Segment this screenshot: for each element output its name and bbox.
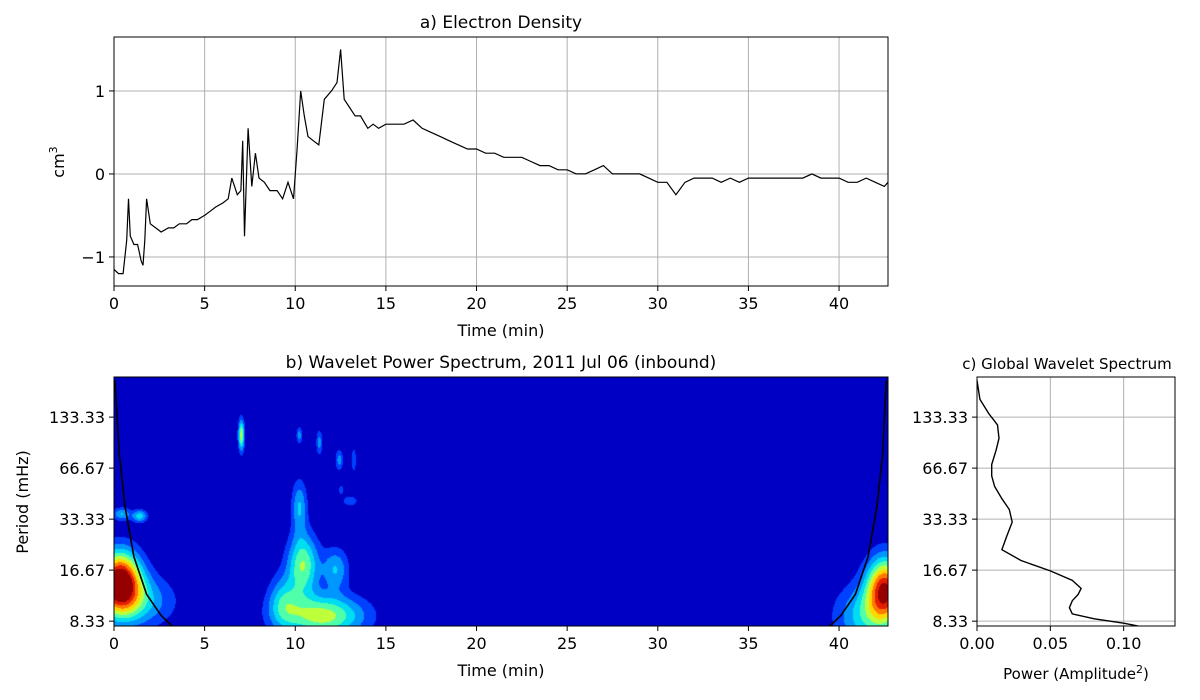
panel-b-ytick-label: 133.33	[49, 408, 105, 427]
panel-a-xtick-label: 20	[466, 294, 486, 313]
panel-a-xtick-label: 40	[829, 294, 849, 313]
panel-b-xtick-label: 0	[109, 634, 119, 653]
panel-b-ytick-label: 8.33	[69, 612, 105, 631]
panel-b-ytick-label: 33.33	[59, 510, 105, 529]
global-spectrum-line	[977, 380, 1139, 626]
panel-b-ticks: 0 5 10 15 20 25 30 35 40 8.33 16.67 33.33 66.67 133.3…	[49, 408, 849, 653]
panel-a-ticks: 0 5 10 15 20 25 30 35 40 −1 0 1	[81, 82, 849, 313]
panel-c-xtick-label: 0.00	[959, 634, 995, 653]
panel-b-xtick-label: 15	[376, 634, 396, 653]
cone-of-influence-left	[114, 380, 173, 626]
panel-c-ytick-label: 8.33	[932, 612, 968, 631]
panel-b-xtick-label: 35	[738, 634, 758, 653]
panel-b-xtick-label: 40	[829, 634, 849, 653]
panel-b-xtick-label: 20	[466, 634, 486, 653]
panel-a-xtick-label: 35	[738, 294, 758, 313]
panel-b-xtick-label: 30	[648, 634, 668, 653]
panel-b-xtick-label: 10	[285, 634, 305, 653]
panel-a-frame	[113, 36, 889, 287]
cone-of-influence-right	[829, 380, 887, 626]
panel-b: b) Wavelet Power Spectrum, 2011 Jul 06 (…	[13, 353, 889, 680]
panel-b-frame	[113, 376, 889, 627]
panel-c-title: c) Global Wavelet Spectrum	[962, 355, 1171, 373]
wavelet-heatmap	[114, 377, 888, 626]
panel-c-ytick-label: 16.67	[922, 561, 968, 580]
panel-c-xlabel-superscript: 2	[1136, 663, 1143, 676]
panel-c-xlabel-suffix: )	[1143, 665, 1149, 683]
panel-c-xlabel-base: Power (Amplitude	[1003, 665, 1136, 683]
panel-a-ytick-label: −1	[81, 248, 105, 267]
panel-b-xtick-label: 5	[200, 634, 210, 653]
panel-a-ytick-label: 0	[95, 165, 105, 184]
panel-c: c) Global Wavelet Spectrum 0.00 0.05 0.10 8…	[912, 355, 1176, 683]
panel-c-ticks: 0.00 0.05 0.10 8.33 16.67 33.33 66.67 133.33	[912, 408, 1141, 653]
panel-a-xtick-label: 15	[376, 294, 396, 313]
panel-a-title: a) Electron Density	[420, 13, 582, 33]
panel-a-xlabel: Time (min)	[457, 321, 545, 340]
panel-a-xtick-label: 30	[648, 294, 668, 313]
panel-a-grid	[113, 37, 888, 286]
wavelet-heatmap-canvas	[114, 377, 888, 626]
panel-a-xtick-label: 25	[557, 294, 577, 313]
panel-c-xlabel: Power (Amplitude2)	[1003, 663, 1149, 683]
panel-c-grid	[976, 377, 1175, 626]
panel-a: a) Electron Density 0 5 10 15 20 25 30 35 40 −1 0 1…	[47, 13, 889, 340]
panel-a-xtick-label: 10	[285, 294, 305, 313]
panel-c-frame	[976, 376, 1176, 627]
panel-a-xtick-label: 0	[109, 294, 119, 313]
panel-a-ytick-label: 1	[95, 82, 105, 101]
panel-b-xtick-label: 25	[557, 634, 577, 653]
panel-b-ytick-label: 16.67	[59, 561, 105, 580]
panel-c-xtick-label: 0.10	[1106, 634, 1142, 653]
panel-b-title: b) Wavelet Power Spectrum, 2011 Jul 06 (…	[286, 353, 717, 373]
panel-b-xlabel: Time (min)	[457, 661, 545, 680]
panel-c-xtick-label: 0.05	[1033, 634, 1069, 653]
panel-b-ytick-label: 66.67	[59, 459, 105, 478]
panel-c-ytick-label: 133.33	[912, 408, 968, 427]
panel-a-xtick-label: 5	[200, 294, 210, 313]
electron-density-line	[114, 49, 888, 275]
panel-a-ylabel-base: cm	[49, 153, 68, 177]
panel-a-ylabel-superscript: 3	[47, 146, 60, 153]
panel-c-ytick-label: 33.33	[922, 510, 968, 529]
panel-c-ytick-label: 66.67	[922, 459, 968, 478]
panel-b-ylabel: Period (mHz)	[13, 450, 32, 553]
panel-a-ylabel: cm3	[47, 146, 68, 177]
